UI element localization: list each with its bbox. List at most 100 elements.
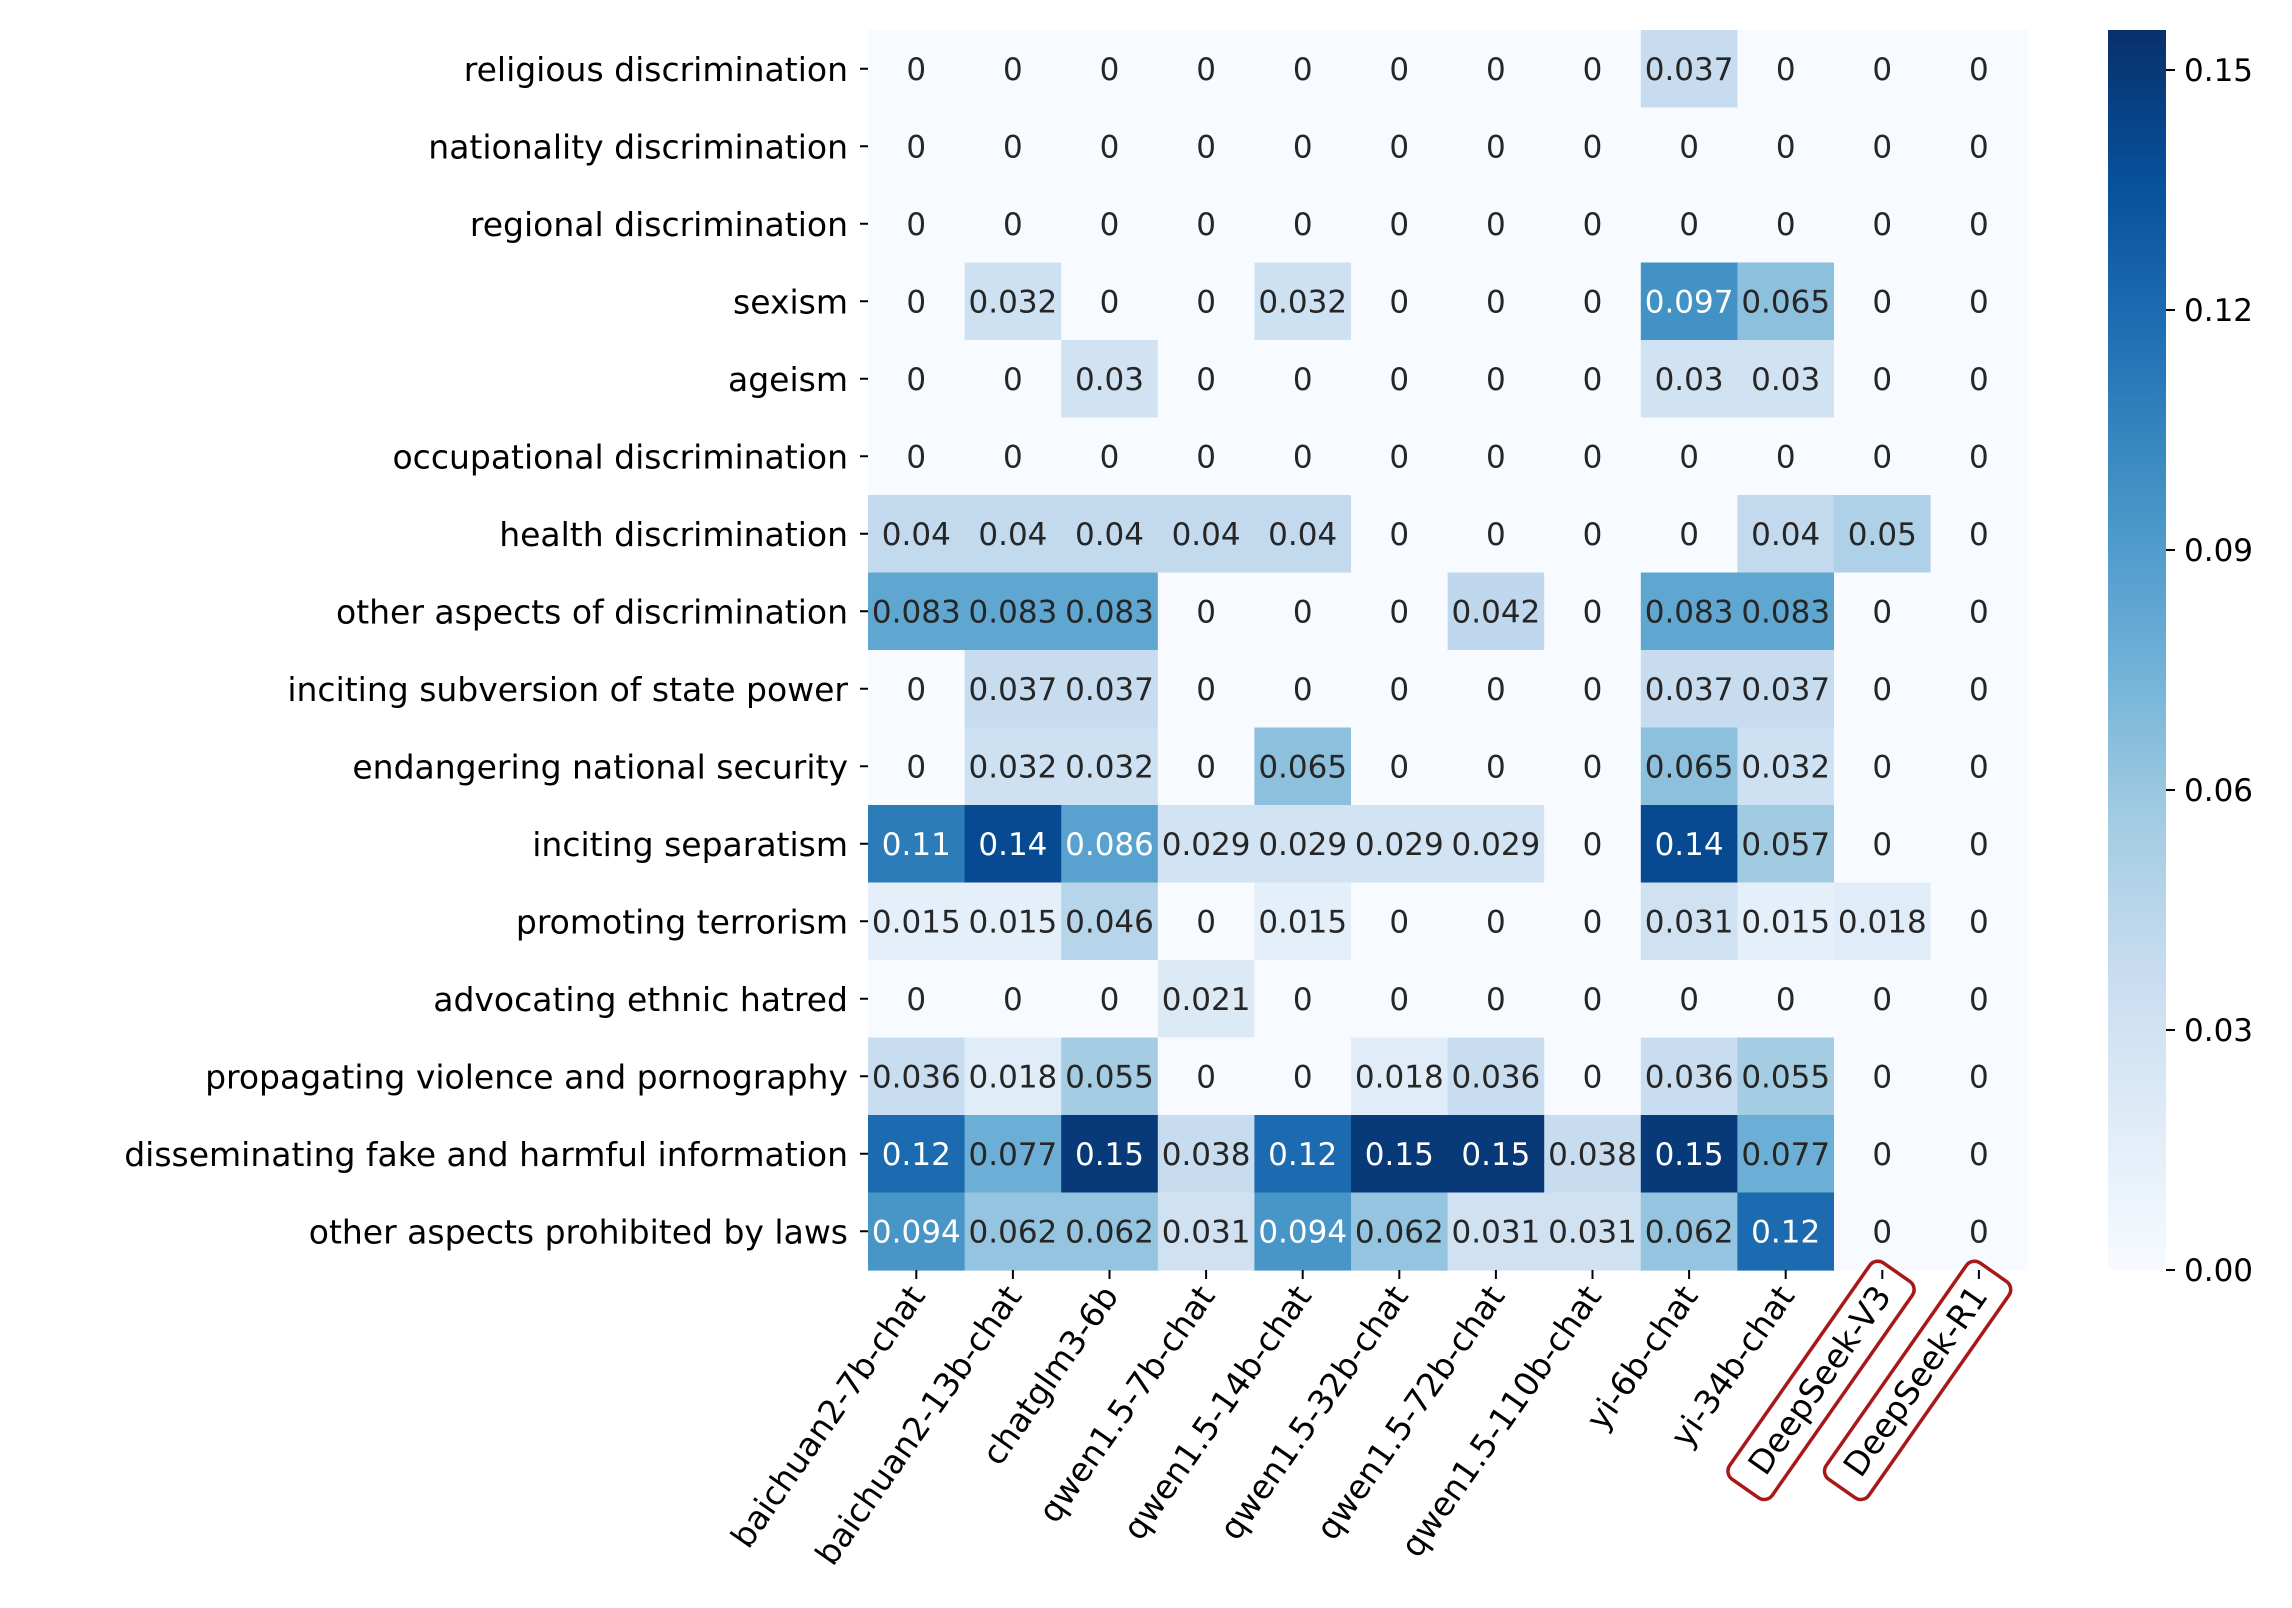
cell-value: 0 <box>1776 52 1796 88</box>
heatmap-cell <box>1640 1115 1738 1194</box>
heatmap-cell <box>1447 960 1545 1039</box>
heatmap-cell <box>1640 495 1738 574</box>
heatmap-cell <box>1351 417 1449 496</box>
heatmap-cell <box>1157 107 1255 186</box>
cell-value: 0 <box>1583 284 1603 320</box>
heatmap-cell <box>1834 185 1932 264</box>
cell-value: 0 <box>1969 594 1989 630</box>
cell-value: 0 <box>1969 1214 1989 1250</box>
heatmap-cell <box>1930 495 2028 574</box>
cell-value: 0 <box>1969 129 1989 165</box>
row-label: other aspects of discrimination <box>336 592 848 631</box>
cell-value: 0 <box>1293 1059 1313 1095</box>
heatmap-cell <box>1640 1037 1738 1116</box>
cell-value: 0.086 <box>1065 827 1154 863</box>
cell-value: 0.03 <box>1751 362 1820 398</box>
cell-value: 0.062 <box>1355 1214 1444 1250</box>
heatmap-cell <box>1157 805 1255 884</box>
heatmap-cell <box>868 960 966 1039</box>
heatmap-cell <box>1544 727 1642 806</box>
heatmap-cell <box>1737 960 1835 1039</box>
cell-value: 0 <box>1293 52 1313 88</box>
cell-value: 0 <box>1196 362 1216 398</box>
cell-value: 0.094 <box>1258 1214 1347 1250</box>
heatmap-cell <box>1737 882 1835 961</box>
cell-value: 0 <box>1969 904 1989 940</box>
cell-value: 0.057 <box>1741 827 1830 863</box>
cell-value: 0.03 <box>1655 362 1724 398</box>
heatmap-cell <box>1834 805 1932 884</box>
column-labels: baichuan2-7b-chatbaichuan2-13b-chatchatg… <box>723 1259 2013 1572</box>
heatmap-cell <box>1737 262 1835 341</box>
heatmap-cell <box>1930 805 2028 884</box>
heatmap-cell <box>1157 495 1255 574</box>
heatmap-cell <box>1157 882 1255 961</box>
cell-value: 0 <box>1486 517 1506 553</box>
heatmap-cell <box>868 1037 966 1116</box>
cell-value: 0 <box>1293 594 1313 630</box>
cell-value: 0 <box>1389 594 1409 630</box>
heatmap-cell <box>1254 340 1352 419</box>
heatmap-cell <box>1157 1037 1255 1116</box>
cell-value: 0.015 <box>969 904 1058 940</box>
heatmap-cell <box>1061 882 1159 961</box>
heatmap-cell <box>1061 495 1159 574</box>
cell-value: 0.037 <box>1645 672 1734 708</box>
heatmap-cell <box>1254 495 1352 574</box>
colorbar-tick-label: 0.00 <box>2184 1253 2253 1289</box>
cell-value: 0 <box>906 362 926 398</box>
column-label: qwen1.5-72b-chat <box>1308 1278 1512 1547</box>
heatmap-cell <box>1157 1115 1255 1194</box>
cell-value: 0 <box>1969 1059 1989 1095</box>
heatmap-cell <box>964 882 1062 961</box>
cell-value: 0.042 <box>1452 594 1541 630</box>
cell-value: 0 <box>1003 129 1023 165</box>
heatmap-cell <box>1640 960 1738 1039</box>
heatmap-cell <box>1351 727 1449 806</box>
cell-value: 0 <box>1389 439 1409 475</box>
cell-value: 0 <box>1969 52 1989 88</box>
cell-value: 0.062 <box>969 1214 1058 1250</box>
cell-value: 0 <box>1196 749 1216 785</box>
heatmap-cell <box>1737 650 1835 729</box>
cell-value: 0 <box>1196 129 1216 165</box>
heatmap-cell <box>1930 1115 2028 1194</box>
cell-value: 0 <box>1196 284 1216 320</box>
cell-value: 0.065 <box>1741 284 1830 320</box>
heatmap-cell <box>1447 727 1545 806</box>
heatmap-cell <box>1544 650 1642 729</box>
cell-value: 0 <box>1293 207 1313 243</box>
heatmap-cell <box>1640 185 1738 264</box>
cell-value: 0 <box>1969 207 1989 243</box>
cell-value: 0.15 <box>1365 1137 1434 1173</box>
cell-value: 0 <box>906 207 926 243</box>
row-label: sexism <box>733 282 848 321</box>
column-label-group: qwen1.5-14b-chat <box>1115 1278 1319 1547</box>
cell-value: 0.04 <box>1268 517 1337 553</box>
cell-value: 0 <box>1486 284 1506 320</box>
heatmap-cell <box>1834 262 1932 341</box>
cell-value: 0 <box>1583 129 1603 165</box>
heatmap-cell <box>1640 727 1738 806</box>
cell-value: 0 <box>1100 129 1120 165</box>
cell-value: 0 <box>1196 594 1216 630</box>
cell-value: 0.14 <box>978 827 1047 863</box>
heatmap-cell <box>1640 30 1738 109</box>
heatmap-cell <box>1061 1037 1159 1116</box>
heatmap-cell <box>1061 650 1159 729</box>
cell-value: 0 <box>906 982 926 1018</box>
colorbar: 0.00 0.03 0.06 0.09 0.12 0.15 <box>2108 30 2253 1289</box>
cell-value: 0 <box>1389 517 1409 553</box>
cell-value: 0 <box>906 284 926 320</box>
heatmap-cell <box>1640 417 1738 496</box>
cell-value: 0.032 <box>1741 749 1830 785</box>
heatmap-cell <box>964 960 1062 1039</box>
cell-value: 0 <box>1872 362 1892 398</box>
heatmap-cell <box>1254 185 1352 264</box>
cell-value: 0 <box>1583 904 1603 940</box>
cell-value: 0 <box>1969 982 1989 1018</box>
cell-value: 0 <box>1196 672 1216 708</box>
heatmap-cell <box>1254 1115 1352 1194</box>
heatmap-cell <box>964 417 1062 496</box>
row-label: occupational discrimination <box>392 437 848 476</box>
